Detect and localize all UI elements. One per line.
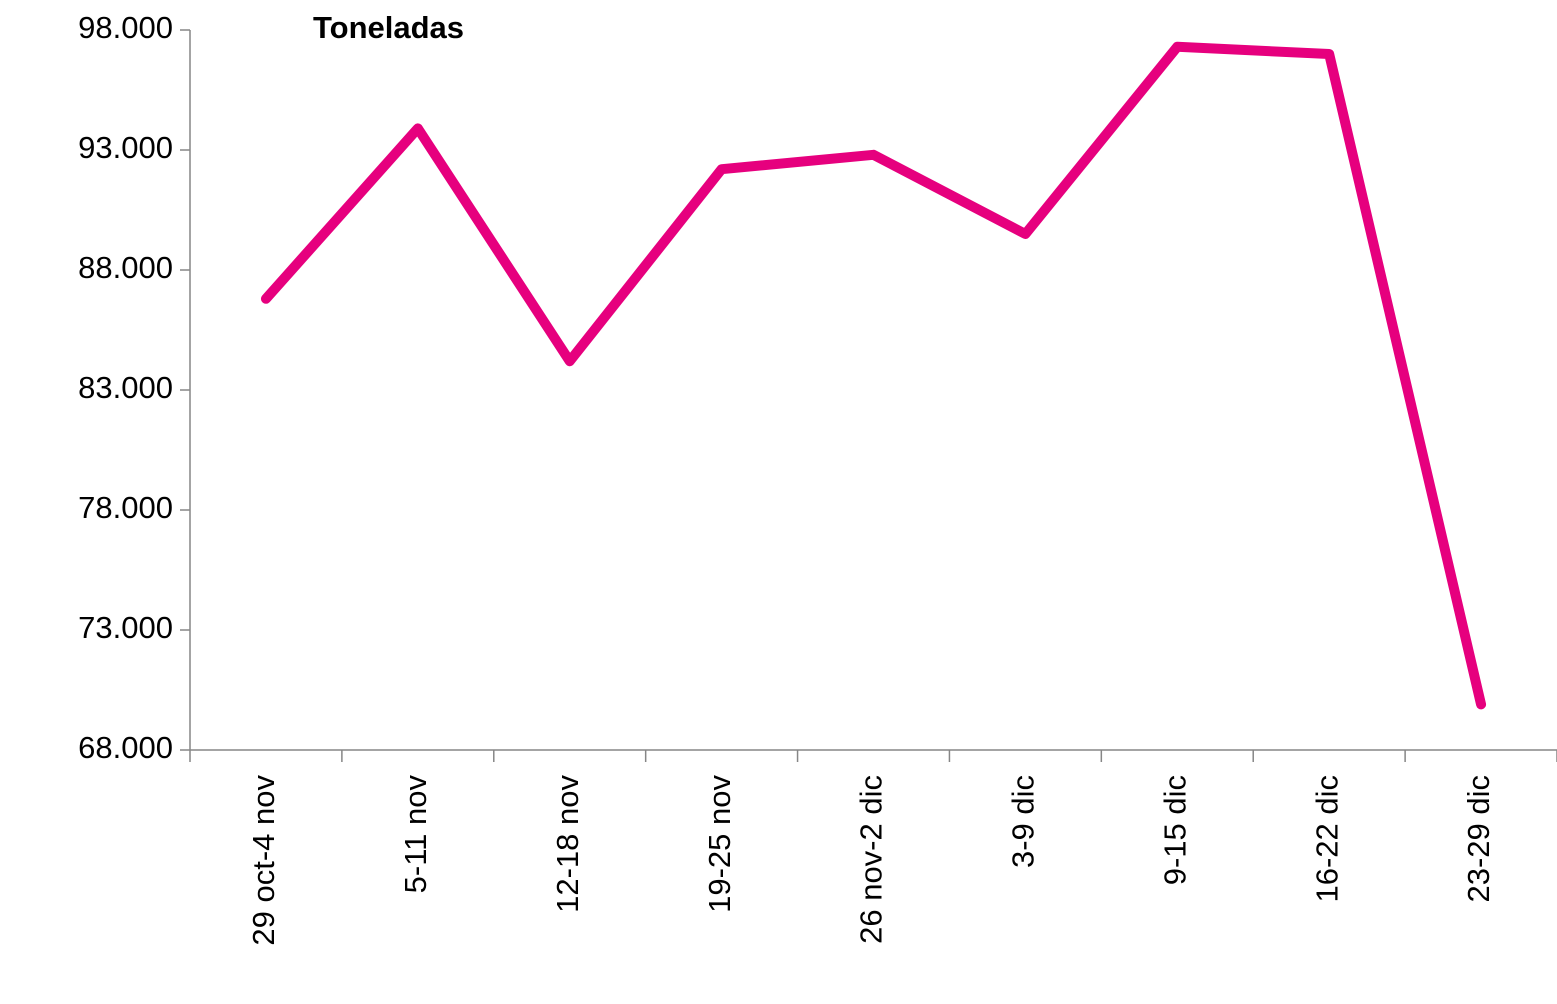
y-tick-label: 83.000 — [78, 370, 173, 405]
x-tick-label: 3-9 dic — [1006, 775, 1041, 868]
data-line — [260, 41, 1487, 710]
x-tick-label: 29 oct-4 nov — [246, 775, 281, 946]
x-tick-label: 23-29 dic — [1461, 775, 1496, 903]
x-tick-label: 16-22 dic — [1309, 775, 1344, 903]
y-tick-label: 78.000 — [78, 490, 173, 525]
y-tick-label: 93.000 — [78, 130, 173, 165]
y-tick-label: 68.000 — [78, 730, 173, 765]
y-tick-label: 73.000 — [78, 610, 173, 645]
y-tick-label: 88.000 — [78, 250, 173, 285]
y-tick-label: 98.000 — [78, 10, 173, 45]
x-tick-label: 5-11 nov — [398, 775, 433, 894]
x-tick-label: 26 nov-2 dic — [854, 775, 889, 944]
x-tick-label: 12-18 nov — [550, 775, 585, 913]
chart-title: Toneladas — [313, 10, 464, 45]
x-tick-label: 19-25 nov — [702, 775, 737, 913]
x-tick-label: 9-15 dic — [1157, 775, 1192, 885]
